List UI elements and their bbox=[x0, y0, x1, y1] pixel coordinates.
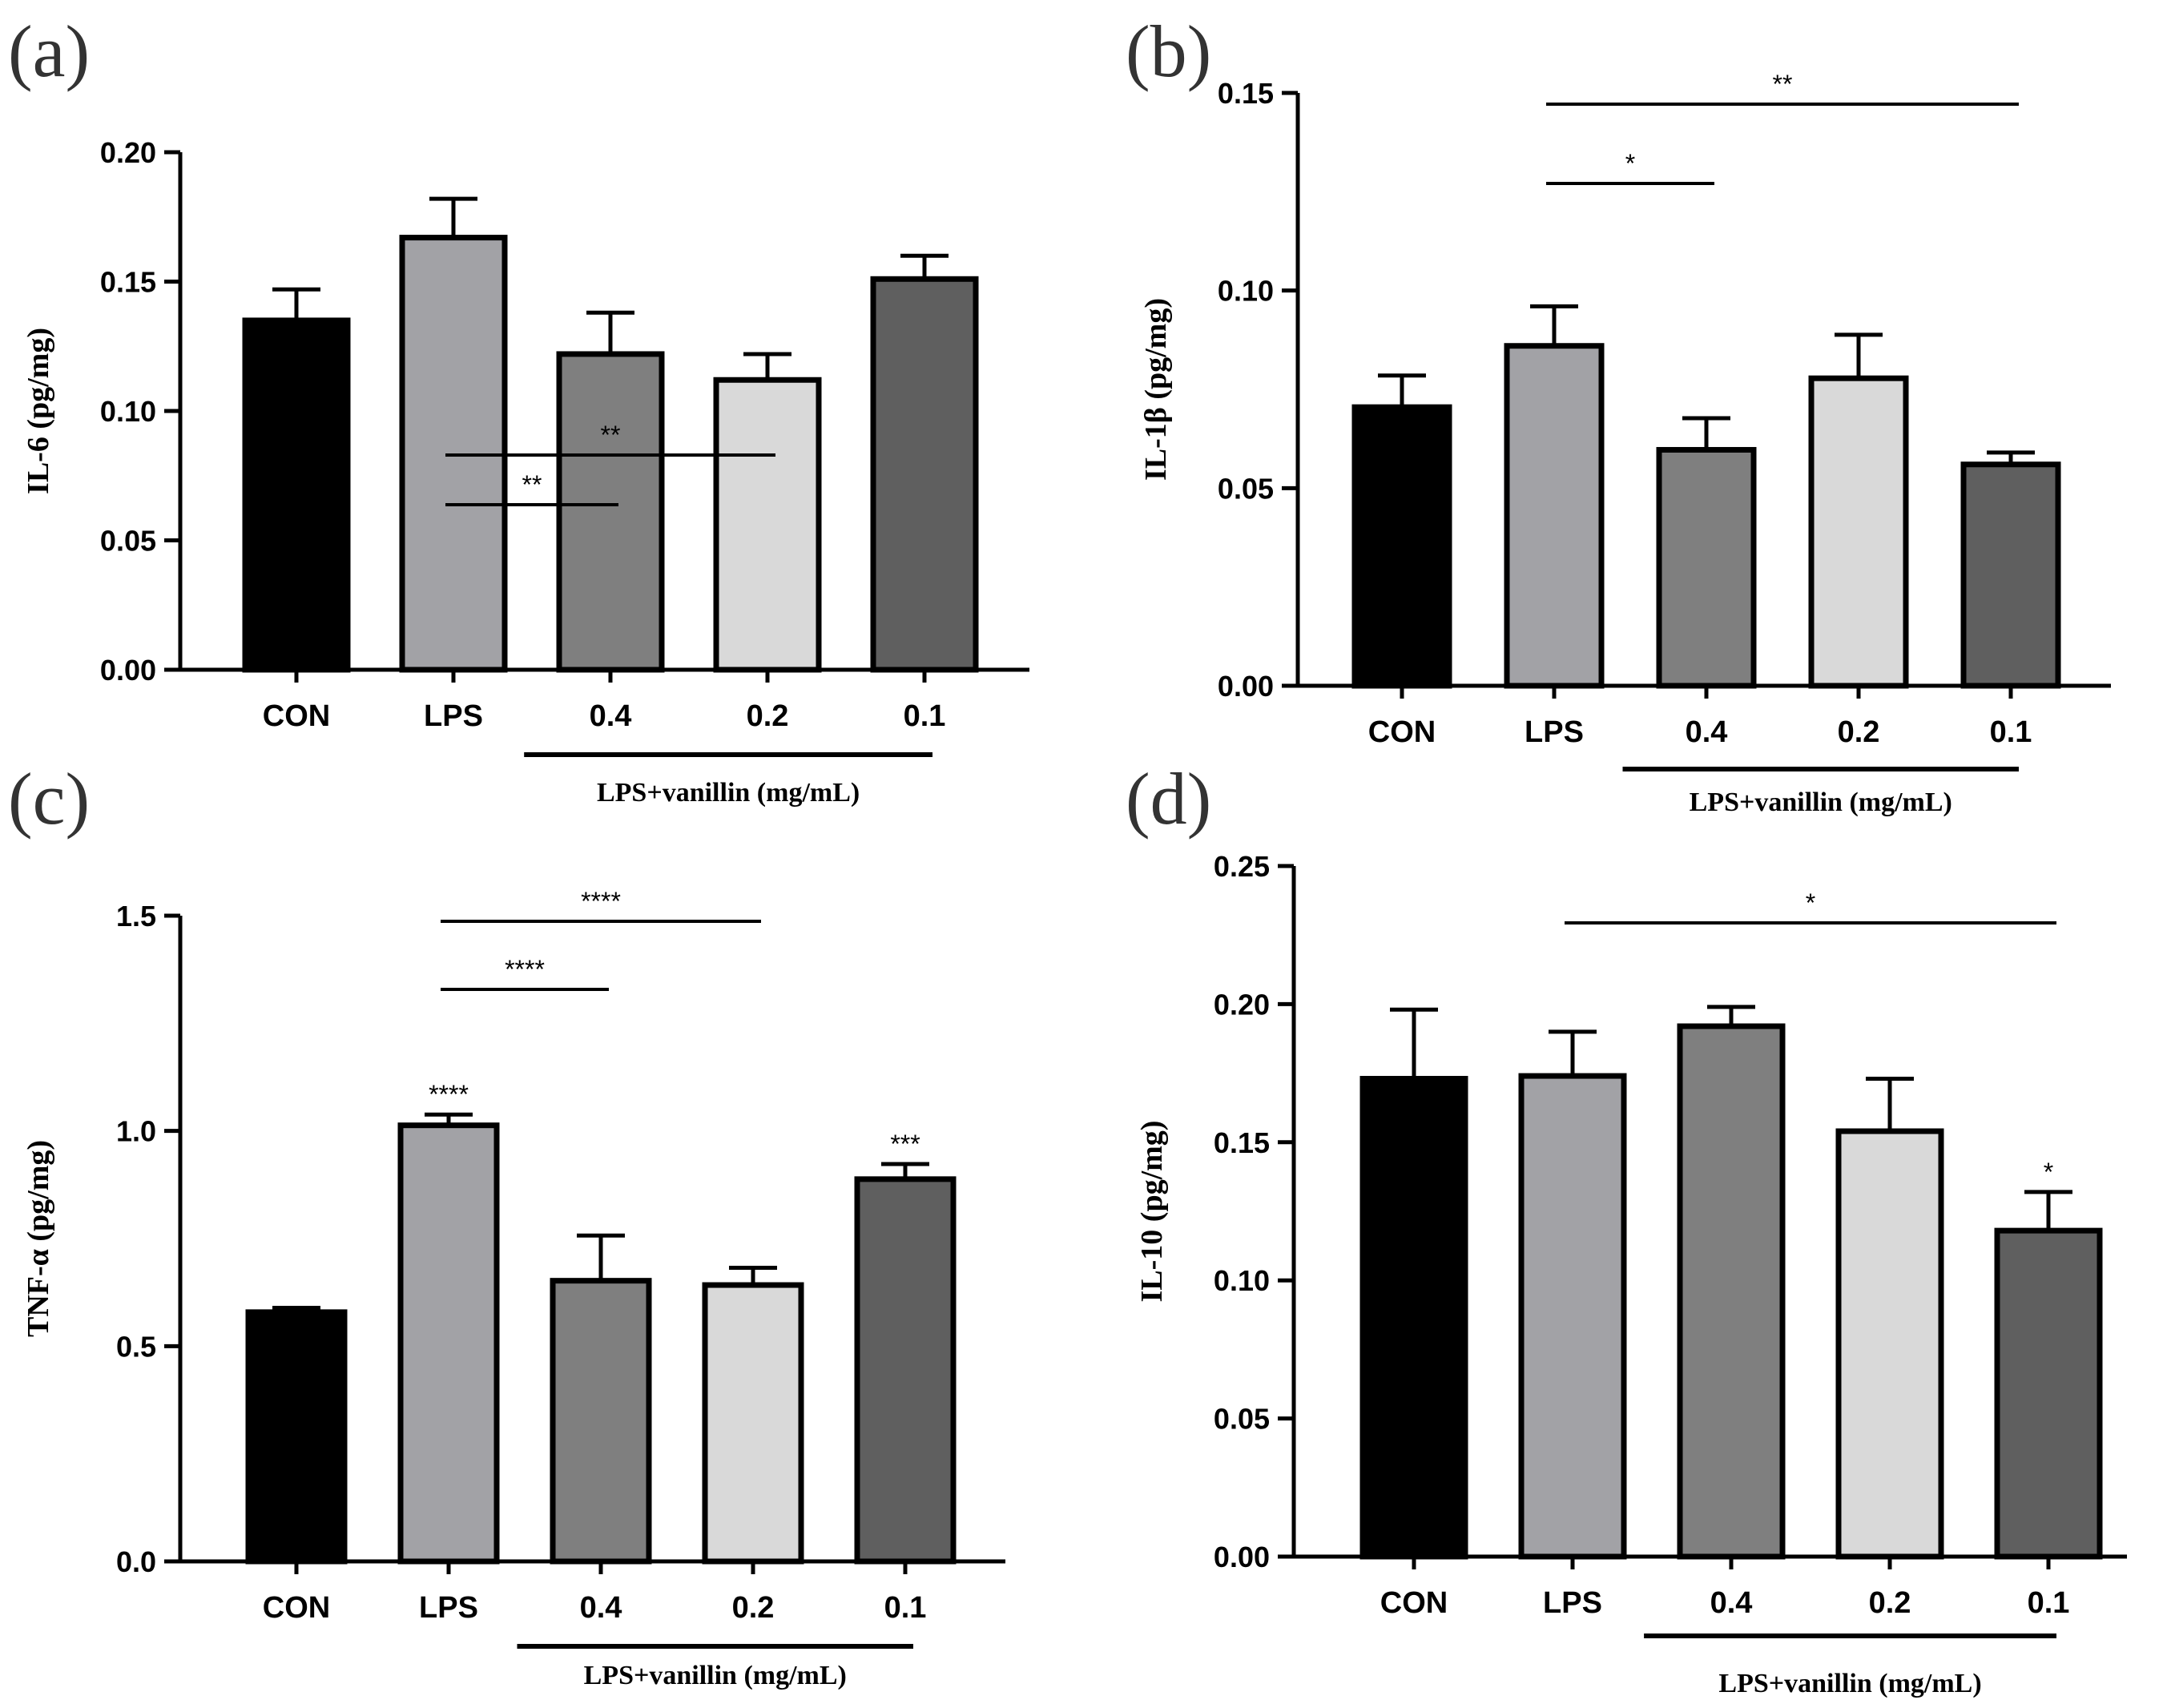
panel-c-bar-0_1 bbox=[854, 1176, 957, 1565]
panel-c-x-tick-label: CON bbox=[263, 1591, 330, 1625]
panel-d-bar-0_1 bbox=[1994, 1227, 2103, 1560]
panel-b-bar-0_2 bbox=[1808, 375, 1909, 689]
panel-d-y-tick-label: 0.00 bbox=[1214, 1541, 1270, 1573]
panel-b-x-tick-label: LPS bbox=[1525, 715, 1584, 749]
panel-b-x-tick-label: 0.2 bbox=[1838, 715, 1880, 749]
panel-d-x-tick-label: LPS bbox=[1543, 1586, 1602, 1620]
panel-c-group-label: LPS+vanillin (mg/mL) bbox=[584, 1661, 847, 1690]
panel-b-y-tick-label: 0.10 bbox=[1218, 275, 1274, 308]
panel-c-bar-0_4 bbox=[550, 1278, 652, 1565]
panel-d-x-tick-label: 0.4 bbox=[1710, 1586, 1753, 1620]
panel-a-x-tick-label: 0.4 bbox=[590, 699, 632, 733]
panel-b-x-tick-label: 0.1 bbox=[1990, 715, 2032, 749]
panel-c-significance-mark: **** bbox=[429, 1080, 469, 1109]
panel-a-bar-0_1 bbox=[870, 276, 979, 673]
panel-a-tag: (a) bbox=[8, 10, 90, 92]
panel-b-y-tick-label: 0.15 bbox=[1218, 77, 1274, 110]
panel-c-tag: (c) bbox=[8, 758, 90, 840]
panel-c-y-tick-label: 1.5 bbox=[116, 900, 156, 933]
panel-d-group-label: LPS+vanillin (mg/mL) bbox=[1718, 1669, 1981, 1698]
panel-d-tag: (d) bbox=[1126, 758, 1211, 840]
panel-b-bar-0_1 bbox=[1960, 461, 2061, 689]
panel-d-x-tick-label: 0.1 bbox=[2028, 1586, 2070, 1620]
panel-c-y-tick-label: 1.0 bbox=[116, 1115, 156, 1148]
panel-b-tag: (b) bbox=[1126, 10, 1211, 92]
panel-c-bar-CON bbox=[245, 1309, 348, 1565]
panel-a-x-tick-label: CON bbox=[263, 699, 330, 733]
panel-b-y-tick-label: 0.00 bbox=[1218, 670, 1274, 703]
panel-d-y-tick-label: 0.25 bbox=[1214, 850, 1270, 883]
panel-a-x-tick-label: LPS bbox=[424, 699, 483, 733]
panel-b-comparison-label: * bbox=[1625, 149, 1635, 178]
panel-d-x-tick-label: 0.2 bbox=[1869, 1586, 1911, 1620]
panel-b-comparison-label: ** bbox=[1773, 70, 1793, 99]
panel-b-bar-0_4 bbox=[1656, 446, 1757, 689]
panel-a-bar-0_2 bbox=[713, 377, 822, 673]
panel-b-y-tick-label: 0.05 bbox=[1218, 472, 1274, 505]
panel-d-bar-CON bbox=[1359, 1075, 1468, 1560]
panel-a-y-tick-label: 0.00 bbox=[100, 654, 156, 687]
panel-d-y-axis-label: IL-10 (pg/mg) bbox=[1135, 1121, 1169, 1303]
panel-a-y-tick-label: 0.10 bbox=[100, 395, 156, 428]
panel-c-y-tick-label: 0.5 bbox=[116, 1330, 156, 1363]
panel-c-x-tick-label: 0.1 bbox=[884, 1591, 927, 1625]
panel-a-y-tick-label: 0.15 bbox=[100, 266, 156, 299]
panel-a-comparison-label: ** bbox=[522, 470, 542, 499]
panel-a-group-label: LPS+vanillin (mg/mL) bbox=[597, 778, 860, 808]
panel-b-bar-CON bbox=[1351, 404, 1452, 689]
panel-c-bar-LPS bbox=[397, 1122, 500, 1565]
panel-a-bar-CON bbox=[242, 317, 351, 673]
panel-c-y-tick-label: 0.0 bbox=[116, 1545, 156, 1578]
panel-a-x-tick-label: 0.1 bbox=[904, 699, 946, 733]
panel-a-x-tick-label: 0.2 bbox=[747, 699, 789, 733]
panel-c-x-tick-label: 0.4 bbox=[580, 1591, 622, 1625]
panel-b-x-tick-label: 0.4 bbox=[1686, 715, 1728, 749]
panel-d-y-tick-label: 0.20 bbox=[1214, 988, 1270, 1021]
panel-d-comparison-label: * bbox=[1806, 888, 1815, 917]
panel-c-comparison-label: **** bbox=[505, 955, 545, 984]
panel-c-y-axis-label: TNF-α (pg/mg) bbox=[22, 1140, 55, 1337]
panel-a-comparison-label: ** bbox=[601, 421, 621, 449]
panel-d-y-tick-label: 0.05 bbox=[1214, 1403, 1270, 1436]
panel-b-group-label: LPS+vanillin (mg/mL) bbox=[1690, 788, 1952, 817]
panel-d-bar-0_2 bbox=[1835, 1128, 1944, 1560]
panel-a-y-tick-label: 0.05 bbox=[100, 525, 156, 558]
panel-a-y-tick-label: 0.20 bbox=[100, 136, 156, 169]
panel-d-x-tick-label: CON bbox=[1380, 1586, 1448, 1620]
panel-d-y-tick-label: 0.15 bbox=[1214, 1126, 1270, 1159]
panel-a-bar-0_4 bbox=[556, 351, 665, 673]
panel-c-x-tick-label: 0.2 bbox=[732, 1591, 775, 1625]
panel-d-bar-LPS bbox=[1518, 1073, 1627, 1560]
panel-c-bar-0_2 bbox=[702, 1282, 804, 1565]
panel-a-y-axis-label: IL-6 (pg/mg) bbox=[22, 328, 55, 494]
panel-b-x-tick-label: CON bbox=[1368, 715, 1436, 749]
panel-d-bar-0_4 bbox=[1677, 1023, 1786, 1560]
panel-b-bar-LPS bbox=[1504, 343, 1605, 689]
panel-c-significance-mark: *** bbox=[890, 1130, 920, 1158]
panel-c-x-tick-label: LPS bbox=[419, 1591, 478, 1625]
panel-d-significance-mark: * bbox=[2044, 1158, 2053, 1186]
panel-d-y-tick-label: 0.10 bbox=[1214, 1264, 1270, 1297]
panel-b-y-axis-label: IL-1β (pg/mg) bbox=[1139, 298, 1173, 481]
panel-c-comparison-label: **** bbox=[581, 887, 621, 916]
